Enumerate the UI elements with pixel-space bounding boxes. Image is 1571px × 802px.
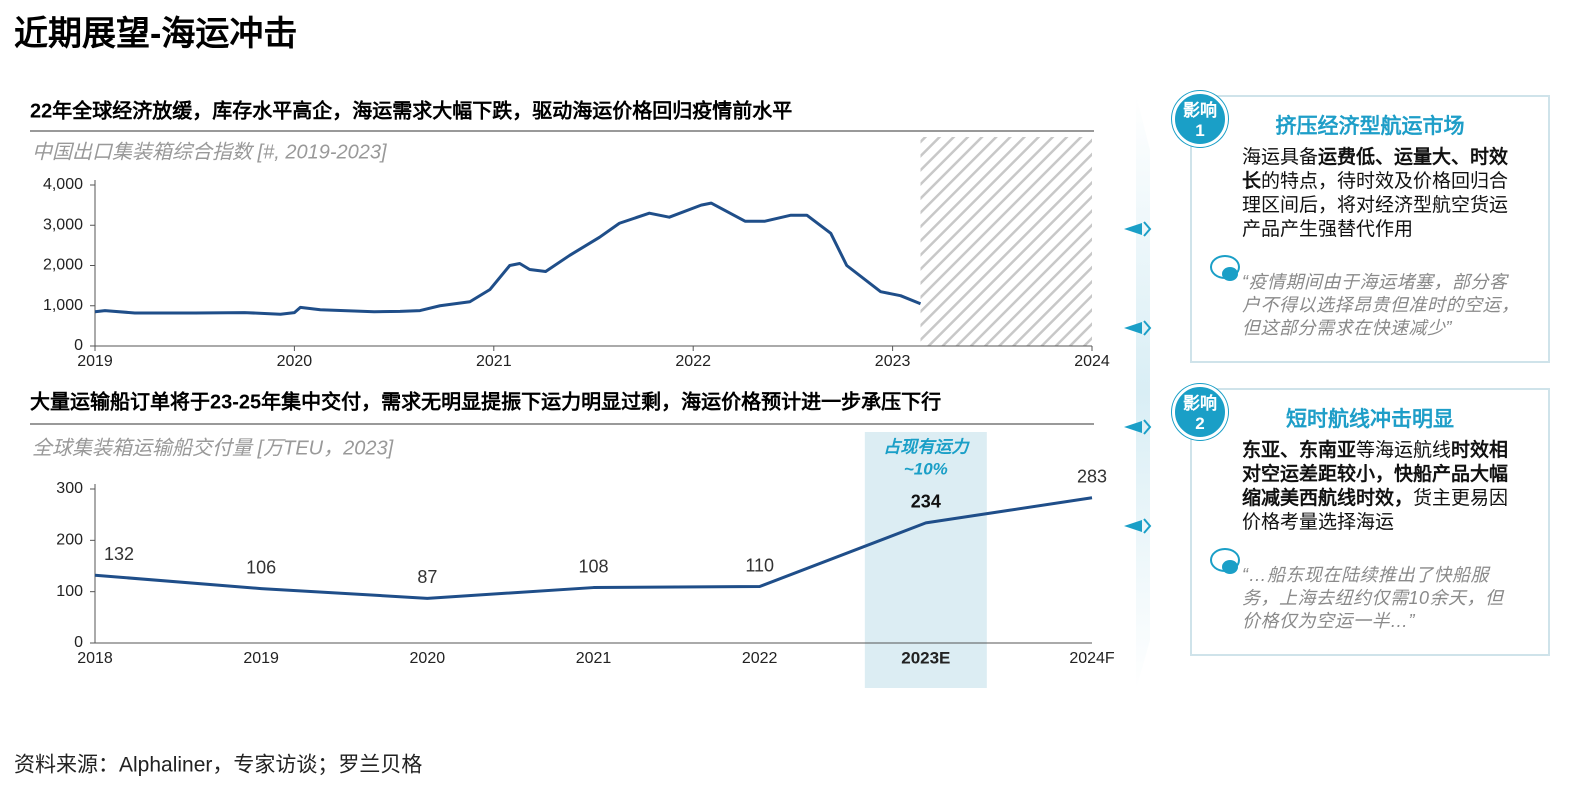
y-tick-label: 3,000 bbox=[43, 216, 83, 233]
x-tick-label: 2022 bbox=[675, 353, 711, 370]
body-text: 货主更易因价格考量选择海运 bbox=[1242, 488, 1509, 533]
y-tick-label: 300 bbox=[56, 480, 83, 497]
body-text: 运费低、运量大、时效长 bbox=[1242, 147, 1509, 192]
chart-subtitle: 全球集装箱运输船交付量 [万TEU，2023] bbox=[32, 436, 394, 459]
body-text: 的特点，待时效及价格回归合理区间后，将对经济型航空货运产品产生强替代作用 bbox=[1242, 171, 1509, 240]
page-title: 近期展望-海运冲击 bbox=[14, 15, 297, 53]
x-tick-label: 2023 bbox=[875, 353, 911, 370]
body-text: 东亚、东南亚 bbox=[1242, 440, 1357, 461]
data-line bbox=[94, 496, 1093, 600]
x-tick-label: 2024F bbox=[1069, 650, 1115, 667]
annotation: 占现有运力 bbox=[883, 437, 970, 456]
chart-heading: 大量运输船订单将于23-25年集中交付，需求无明显提振下运力明显过剩，海运价格预… bbox=[30, 389, 941, 413]
x-tick-label: 2024 bbox=[1074, 353, 1110, 370]
data-line bbox=[94, 201, 922, 316]
badge: 影响 2 bbox=[1172, 384, 1228, 440]
x-tick-label: 2021 bbox=[576, 650, 612, 667]
panel-heading: 挤压经济型航运市场 bbox=[1275, 115, 1465, 138]
value-label: 234 bbox=[911, 492, 941, 512]
value-label: 110 bbox=[745, 555, 774, 575]
x-tick-label: 2020 bbox=[410, 650, 446, 667]
impact-panel: 挤压经济型航运市场海运具备运费低、运量大、时效长的特点，待时效及价格回归合理区间… bbox=[1190, 95, 1550, 363]
y-tick-label: 200 bbox=[56, 532, 83, 549]
quote-icon-dot bbox=[1222, 560, 1238, 574]
annotation: ~10% bbox=[904, 459, 948, 478]
panel-body: 海运具备运费低、运量大、时效长的特点，待时效及价格回归合理区间后，将对经济型航空… bbox=[1242, 146, 1524, 242]
impact-panel: 短时航线冲击明显东亚、东南亚等海运航线时效相对空运差距较小，快船产品大幅缩减美西… bbox=[1190, 388, 1550, 656]
value-label: 106 bbox=[246, 557, 276, 577]
x-tick-label: 2022 bbox=[742, 650, 778, 667]
highlight-band bbox=[864, 432, 987, 688]
y-tick-label: 2,000 bbox=[43, 257, 83, 274]
source: 资料来源：Alphaliner，专家访谈；罗兰贝格 bbox=[14, 754, 422, 777]
panel-body: 东亚、东南亚等海运航线时效相对空运差距较小，快船产品大幅缩减美西航线时效，货主更… bbox=[1242, 439, 1524, 535]
y-tick-label: 100 bbox=[56, 583, 83, 600]
body-text: 等海运航线 bbox=[1356, 440, 1452, 461]
panel-heading: 短时航线冲击明显 bbox=[1286, 408, 1454, 431]
badge-label: 影响 bbox=[1183, 101, 1217, 120]
x-tick-label: 2021 bbox=[476, 353, 512, 370]
y-tick-label: 4,000 bbox=[43, 176, 83, 193]
badge-number: 2 bbox=[1195, 414, 1205, 433]
panel-quote: “疫情期间由于海运堵塞，部分客户不得以选择昂贵但准时的空运，但这部分需求在快速减… bbox=[1242, 272, 1520, 338]
connector-band bbox=[1136, 95, 1150, 690]
badge-number: 1 bbox=[1195, 121, 1205, 140]
chart-heading: 22年全球经济放缓，库存水平高企，海运需求大幅下跌，驱动海运价格回归疫情前水平 bbox=[30, 98, 792, 122]
x-tick-label: 2018 bbox=[77, 650, 113, 667]
badge: 影响 1 bbox=[1172, 91, 1228, 147]
body-text: 海运具备 bbox=[1242, 147, 1319, 168]
x-tick-label: 2019 bbox=[243, 650, 279, 667]
x-tick-label: 2023E bbox=[901, 648, 950, 667]
value-label: 87 bbox=[417, 567, 437, 587]
y-tick-label: 0 bbox=[74, 337, 83, 354]
badge-label: 影响 bbox=[1183, 394, 1217, 413]
value-label: 283 bbox=[1077, 466, 1107, 486]
y-tick-label: 0 bbox=[74, 634, 83, 651]
value-label: 108 bbox=[578, 556, 608, 576]
arrows bbox=[1124, 221, 1152, 534]
y-tick-label: 1,000 bbox=[43, 297, 83, 314]
x-tick-label: 2019 bbox=[77, 353, 113, 370]
forecast-hatch bbox=[920, 137, 1092, 346]
body-text: 时效相对空运差距较小，快船产品大幅缩减美西航线时效， bbox=[1242, 440, 1509, 509]
x-tick-label: 2020 bbox=[277, 353, 313, 370]
chart-subtitle: 中国出口集装箱综合指数 [#, 2019-2023] bbox=[32, 141, 387, 163]
quote-icon-dot bbox=[1222, 267, 1238, 281]
panel-quote: “…船东现在陆续推出了快船服务，上海去纽约仅需10余天，但价格仅为空运一半…” bbox=[1242, 565, 1504, 631]
value-label: 132 bbox=[104, 544, 134, 564]
